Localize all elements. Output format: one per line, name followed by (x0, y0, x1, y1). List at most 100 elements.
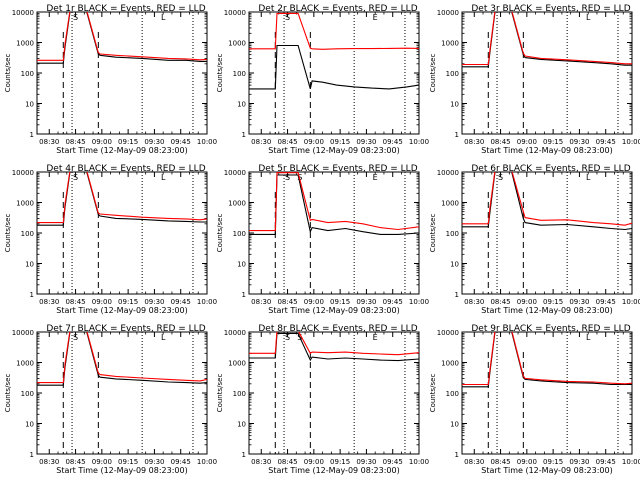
x-tick-label: 10:00 (622, 458, 640, 466)
x-tick-label: 08:45 (65, 298, 85, 306)
y-tick-label: 100 (21, 230, 34, 238)
y-axis-label: Counts/sec (216, 54, 224, 93)
panel-title: Det 6r BLACK = Events, RED = LLD (471, 164, 630, 174)
y-axis-label: Counts/sec (216, 214, 224, 253)
panel-3: Det 3r BLACK = Events, RED = LLD 1 10 100 10… (429, 4, 640, 155)
y-tick-label: 1000 (16, 200, 34, 208)
x-tick-label: 09:15 (543, 458, 563, 466)
panel-5: Det 5r BLACK = Events, RED = LLD 1 10 100 10… (216, 164, 429, 315)
lld-series-line (37, 12, 207, 61)
lld-series-line (249, 332, 419, 356)
y-tick-label: 1000 (228, 360, 246, 368)
marker-letter: S (285, 13, 290, 22)
y-tick-label: 100 (446, 390, 459, 398)
x-axis-label: Start Time (12-May-09 08:23:00) (481, 146, 612, 155)
x-tick-label: 08:45 (65, 458, 85, 466)
panel-title: Det 3r BLACK = Events, RED = LLD (471, 4, 630, 14)
x-tick-label: 09:15 (330, 298, 350, 306)
marker-letter: E (373, 173, 378, 182)
x-tick-label: 09:45 (171, 138, 191, 146)
y-tick-label: 10000 (224, 169, 246, 177)
x-axis-label: Start Time (12-May-09 08:23:00) (481, 466, 612, 475)
y-tick-label: 10000 (224, 329, 246, 337)
x-tick-label: 10:00 (409, 138, 429, 146)
panel-title: Det 7r BLACK = Events, RED = LLD (46, 324, 205, 334)
x-tick-label: 09:45 (596, 138, 616, 146)
x-tick-label: 08:30 (464, 458, 484, 466)
y-tick-label: 100 (446, 70, 459, 78)
x-tick-label: 09:15 (118, 138, 138, 146)
y-axis-label: Counts/sec (4, 214, 12, 253)
marker-letter: L (161, 333, 166, 342)
x-tick-label: 09:30 (569, 138, 589, 146)
x-axis-label: Start Time (12-May-09 08:23:00) (56, 146, 187, 155)
panel-7: Det 7r BLACK = Events, RED = LLD 1 10 100 10… (4, 324, 217, 475)
x-tick-label: 09:45 (171, 298, 191, 306)
y-tick-label: 10 (25, 101, 34, 109)
x-axis-label: Start Time (12-May-09 08:23:00) (268, 146, 399, 155)
x-tick-label: 09:30 (356, 298, 376, 306)
y-tick-label: 100 (233, 390, 246, 398)
y-tick-label: 1000 (16, 40, 34, 48)
x-tick-label: 09:15 (543, 138, 563, 146)
x-tick-label: 09:45 (383, 458, 403, 466)
y-tick-label: 1 (30, 131, 34, 139)
lld-series-line (249, 12, 419, 50)
panel-8: Det 8r BLACK = Events, RED = LLD 1 10 100 10… (216, 324, 429, 475)
lld-series-line (462, 332, 632, 386)
plot-frame (248, 331, 420, 455)
events-series-line (249, 44, 419, 90)
x-tick-label: 10:00 (409, 298, 429, 306)
events-series-line (37, 172, 207, 226)
y-axis-label: Counts/sec (429, 54, 437, 93)
plot-frame (461, 171, 633, 295)
y-tick-label: 1 (30, 291, 34, 299)
x-tick-label: 10:00 (197, 458, 217, 466)
plot-frame (36, 331, 208, 455)
x-tick-label: 08:30 (464, 138, 484, 146)
y-tick-label: 1 (455, 291, 459, 299)
y-tick-label: 1000 (441, 40, 459, 48)
x-tick-label: 09:30 (144, 298, 164, 306)
y-tick-label: 10 (450, 101, 459, 109)
x-tick-label: 09:30 (144, 138, 164, 146)
y-tick-label: 100 (233, 230, 246, 238)
marker-letter: L (161, 173, 166, 182)
y-tick-label: 100 (21, 390, 34, 398)
panel-title: Det 8r BLACK = Events, RED = LLD (258, 324, 417, 334)
plot-frame (248, 11, 420, 135)
x-tick-label: 09:15 (118, 458, 138, 466)
x-tick-label: 08:45 (277, 138, 297, 146)
lld-series-line (249, 172, 419, 232)
y-tick-label: 100 (233, 70, 246, 78)
marker-letter: L (161, 13, 166, 22)
x-tick-label: 09:00 (92, 298, 112, 306)
x-tick-label: 09:45 (596, 298, 616, 306)
y-tick-label: 10000 (12, 9, 34, 17)
x-tick-label: 10:00 (197, 138, 217, 146)
y-tick-label: 10 (25, 261, 34, 269)
y-tick-label: 1000 (16, 360, 34, 368)
x-tick-label: 08:45 (277, 298, 297, 306)
marker-letter: L (586, 13, 591, 22)
y-tick-label: 10000 (12, 169, 34, 177)
y-tick-label: 100 (21, 70, 34, 78)
x-tick-label: 09:00 (517, 138, 537, 146)
y-tick-label: 1 (455, 451, 459, 459)
lld-series-line (462, 12, 632, 66)
x-tick-label: 09:30 (356, 138, 376, 146)
x-tick-label: 09:15 (543, 298, 563, 306)
panel-title: Det 4r BLACK = Events, RED = LLD (46, 164, 205, 174)
y-tick-label: 1 (455, 131, 459, 139)
x-tick-label: 09:45 (596, 458, 616, 466)
y-tick-label: 1000 (441, 360, 459, 368)
marker-letter: S (73, 13, 78, 22)
y-axis-label: Counts/sec (429, 374, 437, 413)
x-tick-label: 08:45 (490, 298, 510, 306)
y-tick-label: 10000 (224, 9, 246, 17)
x-tick-label: 10:00 (622, 138, 640, 146)
panel-title: Det 2r BLACK = Events, RED = LLD (258, 4, 417, 14)
x-tick-label: 09:00 (304, 458, 324, 466)
